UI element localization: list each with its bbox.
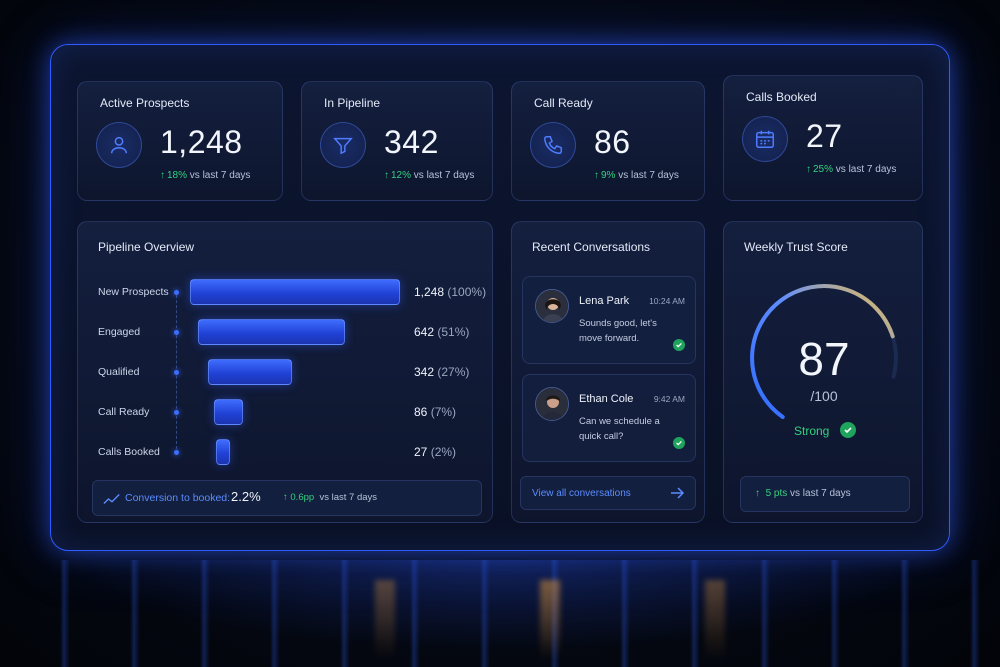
kpi-card-call-ready[interactable]: Call Ready 86 ↑ 9% vs last 7 days bbox=[511, 81, 705, 201]
conversation-time: 10:24 AM bbox=[649, 296, 685, 306]
stage-value: 86 (7%) bbox=[414, 405, 457, 419]
conversation-item-lena[interactable]: Lena Park 10:24 AM Sounds good, let's mo… bbox=[522, 276, 696, 364]
avatar bbox=[535, 387, 569, 421]
stage-dot bbox=[174, 330, 179, 335]
kpi-delta: ↑ 9% vs last 7 days bbox=[594, 170, 679, 181]
conversion-value: 2.2% bbox=[231, 489, 261, 504]
conversation-name: Ethan Cole bbox=[579, 393, 634, 405]
kpi-delta: ↑ 18% vs last 7 days bbox=[160, 170, 251, 181]
kpi-title: In Pipeline bbox=[324, 96, 381, 110]
gauge-fill bbox=[750, 284, 895, 419]
stage-value: 27 (2%) bbox=[414, 445, 457, 459]
conversion-label: Conversion to booked: bbox=[125, 492, 231, 504]
trust-score-max: /100 bbox=[810, 388, 838, 404]
calendar-icon bbox=[742, 116, 788, 162]
kpi-delta: ↑ 25% vs last 7 days bbox=[806, 164, 897, 175]
dashboard-screen: Active Prospects 1,248 ↑ 18% vs last 7 da… bbox=[50, 44, 950, 551]
kpi-card-active-prospects[interactable]: Active Prospects 1,248 ↑ 18% vs last 7 da… bbox=[77, 81, 283, 201]
conversation-message: Sounds good, let's move forward. bbox=[579, 318, 657, 344]
kpi-card-calls-booked[interactable]: Calls Booked 27 ↑ 25% vs last 7 days bbox=[723, 75, 923, 201]
stage-label: Engaged bbox=[98, 326, 141, 338]
stage-label: Call Ready bbox=[98, 406, 150, 418]
section-title: Recent Conversations bbox=[532, 240, 651, 254]
stage-dot bbox=[174, 370, 179, 375]
pipeline-overview-card: Pipeline Overview New Prospects 1,248 (10… bbox=[77, 221, 493, 523]
stage-label: Qualified bbox=[98, 366, 140, 378]
avatar bbox=[535, 289, 569, 323]
conversation-name: Lena Park bbox=[579, 295, 630, 307]
weekly-trust-score-card: Weekly Trust Score 87 /100 Strong ↑ 5 pt… bbox=[723, 221, 923, 523]
arrow-right-icon bbox=[671, 487, 685, 499]
conversion-summary: Conversion to booked: 2.2% ↑ 0.6pp vs la… bbox=[92, 480, 482, 516]
kpi-title: Call Ready bbox=[534, 96, 593, 110]
kpi-card-in-pipeline[interactable]: In Pipeline 342 ↑ 12% vs last 7 days bbox=[301, 81, 493, 201]
trust-delta: ↑ 5 pts vs last 7 days bbox=[740, 476, 910, 512]
kpi-value: 342 bbox=[384, 124, 439, 160]
conversation-item-ethan[interactable]: Ethan Cole 9:42 AM Can we schedule a qui… bbox=[522, 374, 696, 462]
check-icon bbox=[840, 422, 856, 438]
stage-bar[interactable] bbox=[190, 279, 400, 305]
recent-conversations-card: Recent Conversations Lena Park 10:24 AM … bbox=[511, 221, 705, 523]
stage-bar[interactable] bbox=[214, 399, 244, 425]
trust-score-value: 87 bbox=[798, 333, 850, 385]
kpi-value: 27 bbox=[806, 118, 843, 154]
trust-gauge bbox=[749, 283, 898, 419]
kpi-value: 1,248 bbox=[160, 124, 243, 160]
trust-status: Strong bbox=[794, 424, 830, 438]
phone-icon bbox=[530, 122, 576, 168]
stage-dot bbox=[174, 410, 179, 415]
stage-bar[interactable] bbox=[216, 439, 230, 465]
trend-up-icon bbox=[103, 494, 120, 504]
stage-label: Calls Booked bbox=[98, 446, 160, 458]
kpi-value: 86 bbox=[594, 124, 631, 160]
user-icon bbox=[96, 122, 142, 168]
view-all-label: View all conversations bbox=[532, 488, 631, 499]
conversation-time: 9:42 AM bbox=[653, 394, 685, 404]
stage-value: 642 (51%) bbox=[414, 325, 470, 339]
kpi-title: Calls Booked bbox=[746, 90, 817, 104]
stage-value: 1,248 (100%) bbox=[414, 285, 487, 299]
stage-value: 342 (27%) bbox=[414, 365, 470, 379]
stage-dot bbox=[174, 450, 179, 455]
check-icon bbox=[673, 339, 685, 351]
floor-reflection bbox=[0, 560, 1000, 667]
check-icon bbox=[673, 437, 685, 449]
stage-dot bbox=[174, 290, 179, 295]
conversion-delta: ↑ 0.6pp vs last 7 days bbox=[283, 492, 378, 503]
stage-bar[interactable] bbox=[208, 359, 292, 385]
funnel-icon bbox=[320, 122, 366, 168]
conversation-message: Can we schedule a quick call? bbox=[579, 416, 660, 442]
stage-label: New Prospects bbox=[98, 286, 169, 298]
section-title: Pipeline Overview bbox=[98, 240, 195, 254]
view-all-conversations-link[interactable]: View all conversations bbox=[520, 476, 696, 510]
stage-bar[interactable] bbox=[198, 319, 345, 345]
section-title: Weekly Trust Score bbox=[744, 240, 848, 254]
kpi-delta: ↑ 12% vs last 7 days bbox=[384, 170, 475, 181]
kpi-title: Active Prospects bbox=[100, 96, 190, 110]
